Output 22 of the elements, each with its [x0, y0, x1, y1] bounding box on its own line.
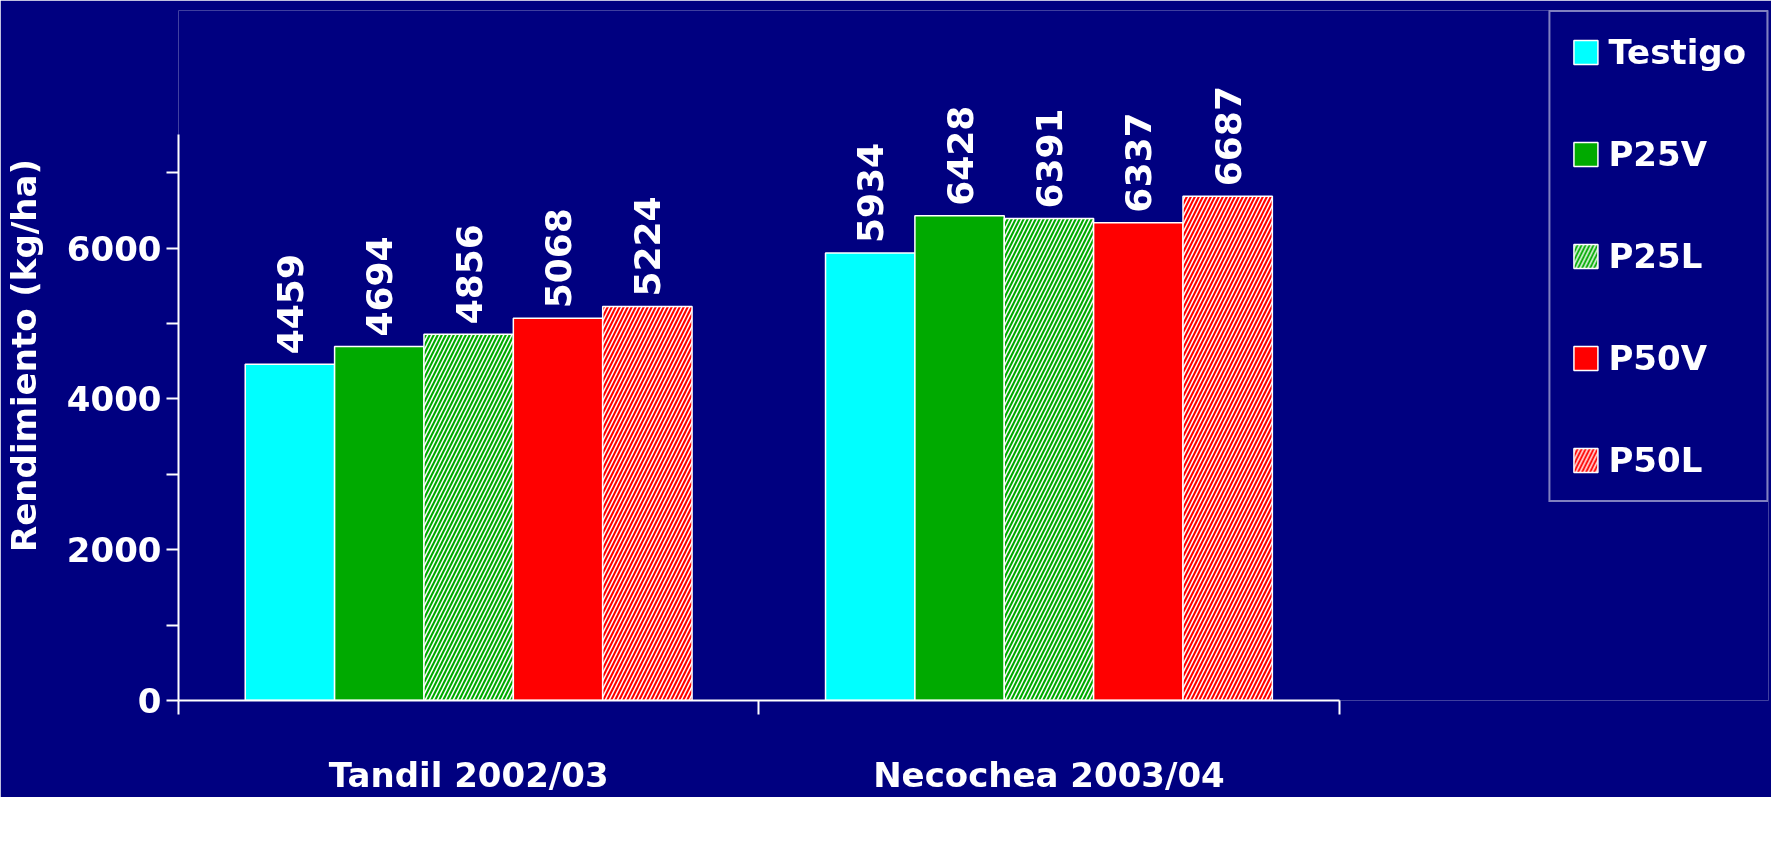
data-label: 6687: [1207, 86, 1249, 187]
data-label: 5934: [850, 142, 892, 244]
legend-label: P50L: [1608, 440, 1703, 480]
data-label: 4459: [269, 254, 311, 355]
x-tick-label: Tandil 2002/03: [328, 754, 609, 795]
y-tick-label: 4000: [66, 379, 162, 420]
legend-label: Testigo: [1608, 32, 1746, 72]
data-label: 5224: [627, 196, 669, 297]
x-tick-label: Necochea 2003/04: [873, 754, 1225, 795]
y-tick-label: 0: [137, 681, 162, 721]
data-label: 5068: [538, 208, 580, 309]
data-label: 4856: [448, 224, 490, 325]
legend-label: P50V: [1608, 338, 1707, 378]
y-axis-title: Rendimiento (kg/ha): [3, 159, 44, 552]
y-tick-label: 6000: [66, 228, 162, 269]
data-label: 6337: [1118, 112, 1160, 213]
data-label: 6428: [939, 105, 981, 206]
data-label: 6391: [1028, 108, 1070, 209]
legend-label: P25V: [1608, 134, 1707, 174]
y-tick-label: 2000: [66, 530, 162, 571]
data-label: 4694: [359, 236, 401, 337]
legend-label: P25L: [1608, 236, 1703, 276]
